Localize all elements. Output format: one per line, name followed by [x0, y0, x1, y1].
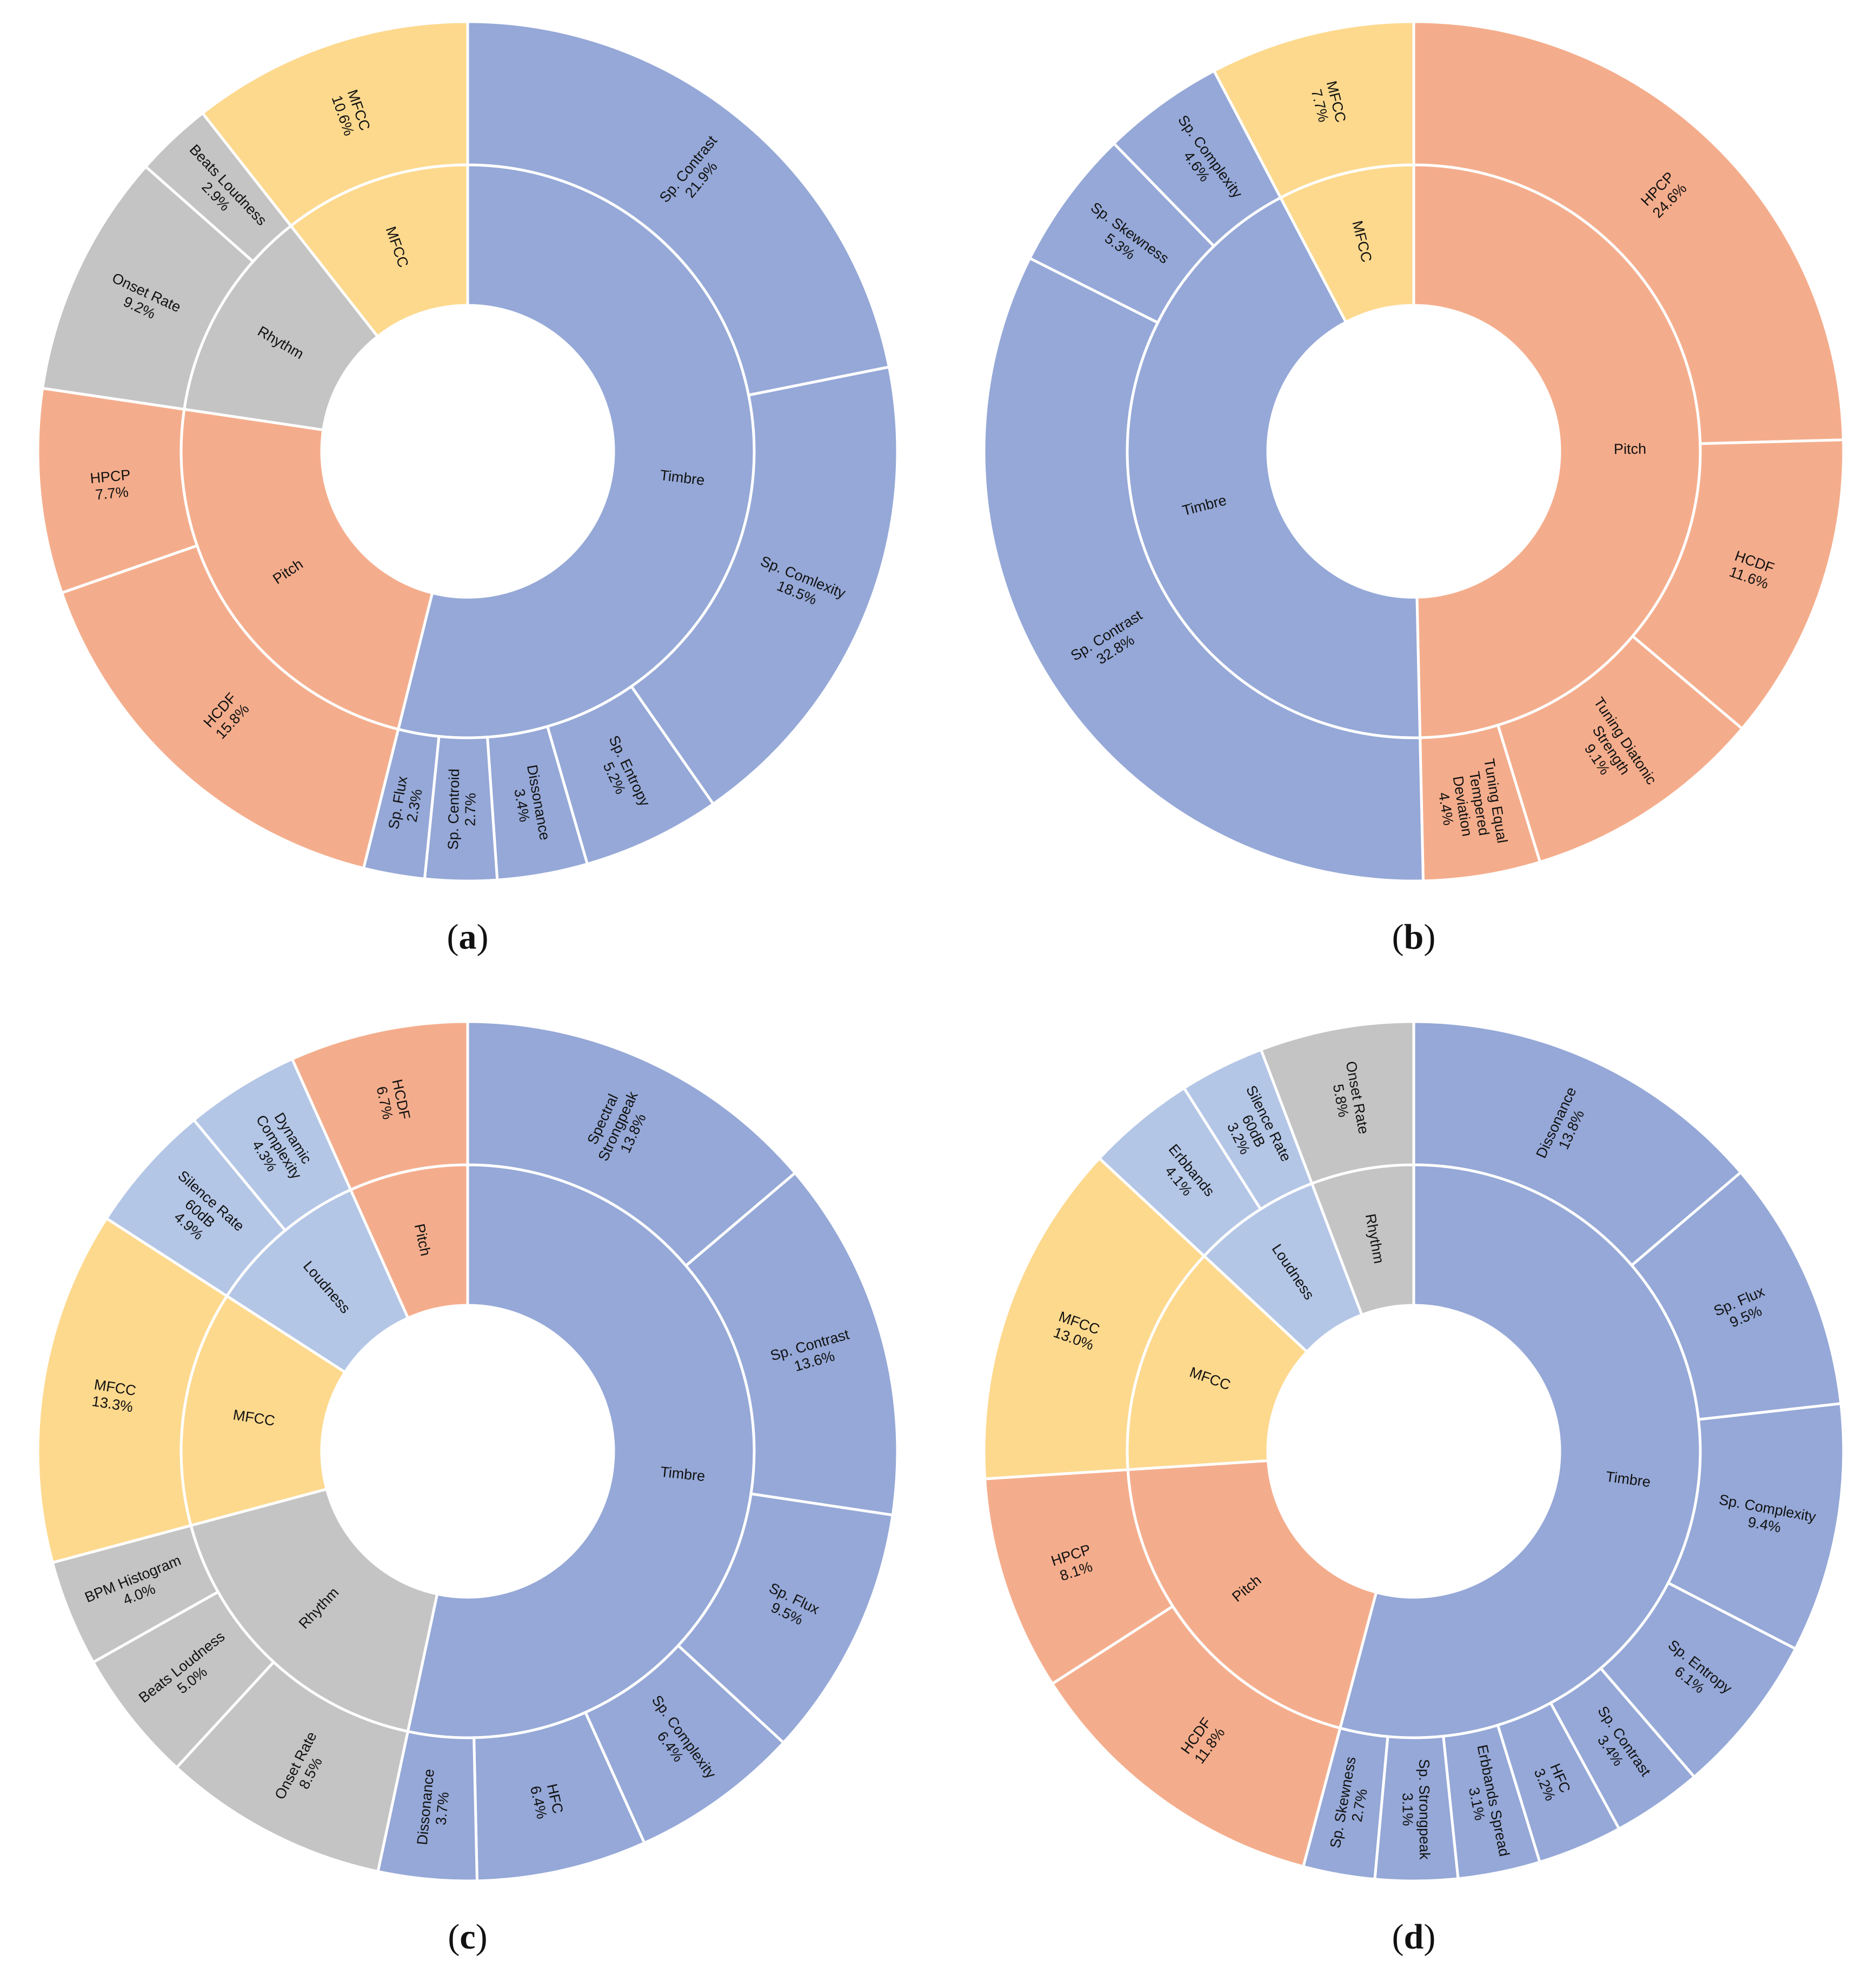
outer-label-hfc: HFC6.4%: [527, 1780, 567, 1820]
outer-segment-sp-contrast: [982, 256, 1425, 883]
panel-caption-d: (d): [1392, 1917, 1436, 1957]
outer-label-hpcp: HPCP7.7%: [89, 466, 132, 503]
outer-segment-mfcc: [982, 1156, 1206, 1480]
outer-segment-hpcp: [1412, 20, 1845, 445]
outer-label-mfcc: MFCC13.3%: [90, 1376, 137, 1415]
outer-segment-hcdf: [290, 1020, 469, 1192]
outer-segment-dissonance: [1412, 1020, 1743, 1267]
outer-segment-mfcc: [36, 1216, 229, 1565]
panel-caption-b: (b): [1392, 917, 1436, 957]
outer-segment-onset-rate: [1259, 1020, 1415, 1185]
outer-label-sp-centroid: Sp. Centroid2.7%: [445, 769, 479, 850]
inner-label-pitch: Pitch: [1614, 441, 1646, 457]
outer-segment-sp-comlexity: [629, 365, 899, 806]
panel-caption-a: (a): [447, 917, 489, 957]
outer-label-tuning-equal-tempered-deviation: Tuning EqualTemperedDeviation4.4%: [1431, 757, 1511, 852]
outer-segment-sp-contrast: [684, 1171, 899, 1517]
panel-caption-c: (c): [448, 1917, 487, 1957]
outer-segment-hcdf: [1050, 1604, 1342, 1869]
outer-label-sp-strongpeak: Sp. Strongpeak3.1%: [1399, 1759, 1433, 1860]
outer-segment-mfcc: [1212, 20, 1415, 200]
outer-segment-sp-contrast: [466, 20, 891, 397]
outer-segment-mfcc: [201, 20, 469, 228]
outer-segment-spectral-strongpeak: [466, 1020, 797, 1268]
outer-segment-hcdf: [60, 544, 400, 870]
